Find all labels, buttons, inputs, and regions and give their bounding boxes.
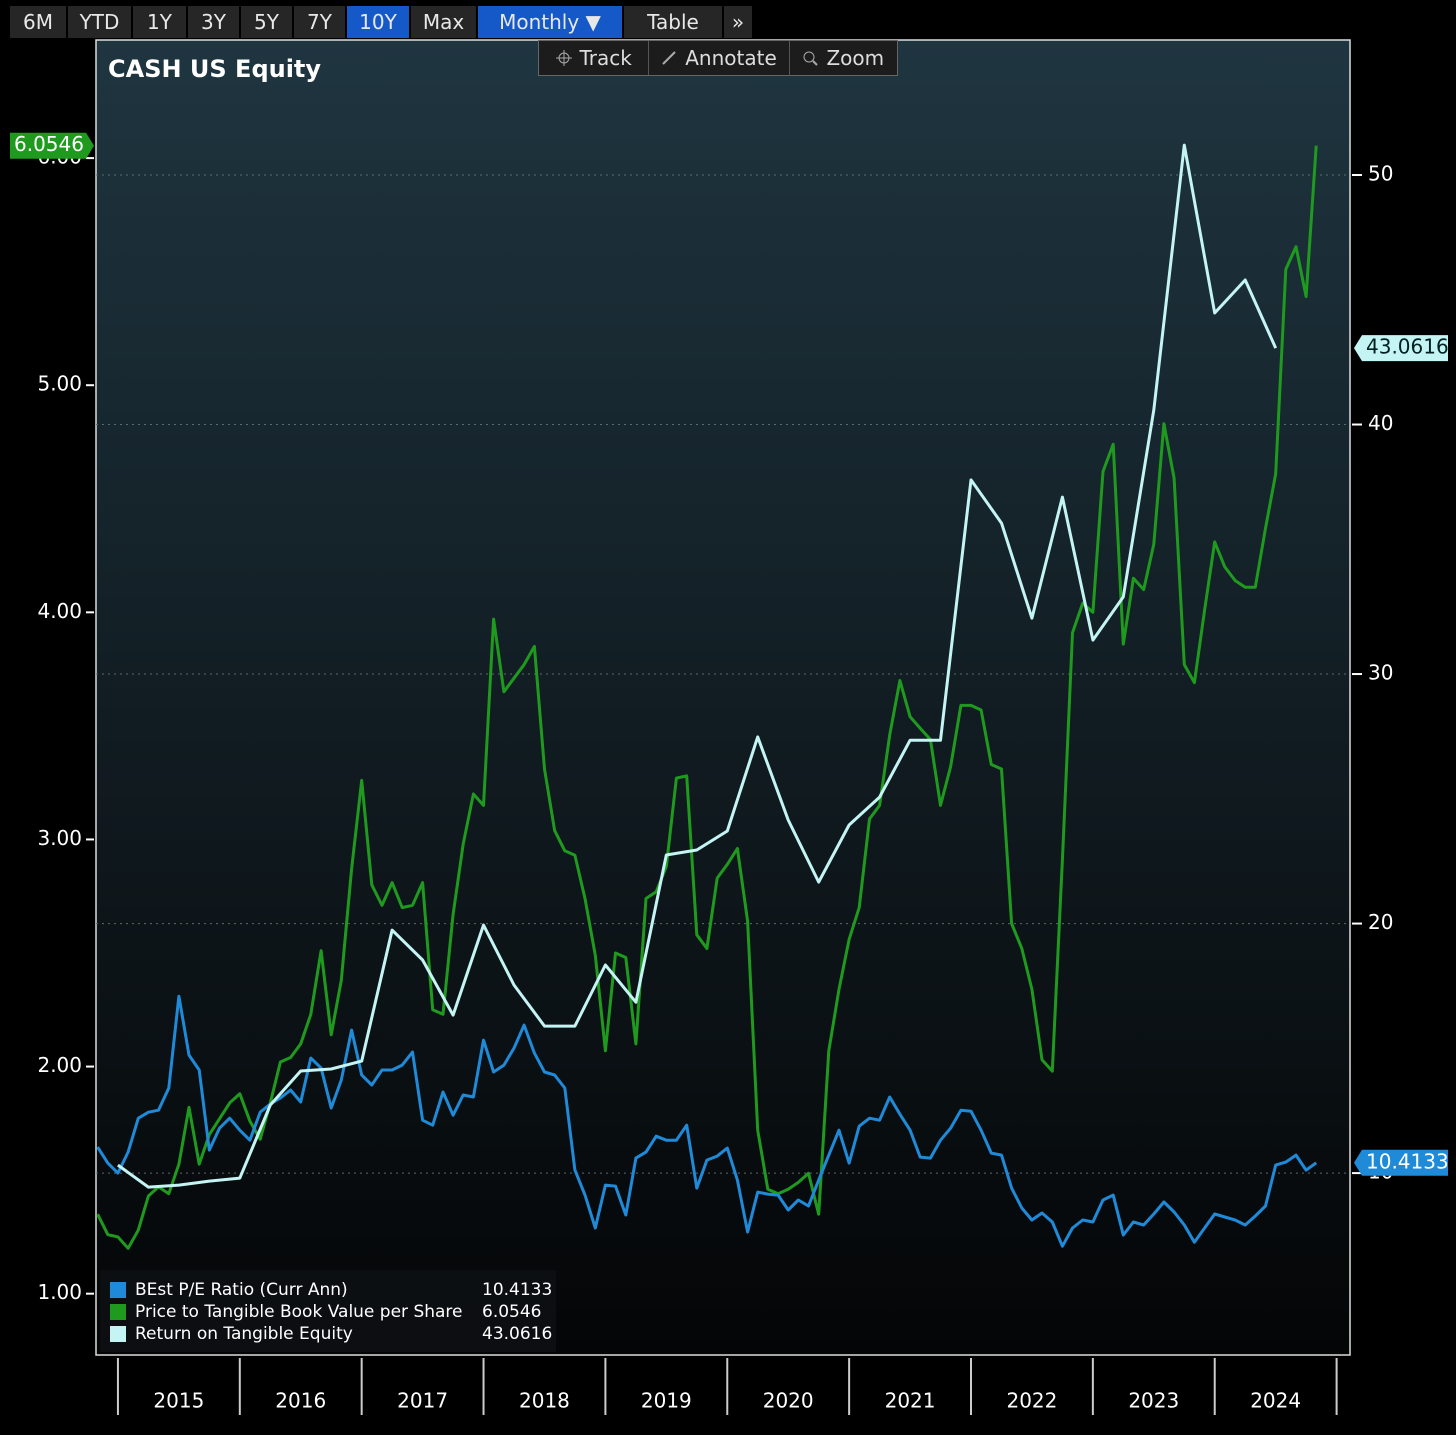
y-tick-label: 3.00 [37,826,82,850]
zoom-icon [803,51,819,66]
y-tick-label: 2.00 [37,1053,82,1077]
toolbar: 6M YTD 1Y 3Y 5Y 7Y 10Y Max Monthly ▼ Tab… [10,6,752,38]
range-button[interactable]: Max [411,6,476,38]
y2-tick-label: 30 [1368,661,1393,685]
range-button[interactable]: 7Y [294,6,345,38]
y2-tick-label: 50 [1368,161,1393,185]
chart-title: CASH US Equity [108,55,321,83]
annotate-tool[interactable]: Annotate [649,41,790,75]
range-button[interactable]: YTD [68,6,131,38]
legend-label: Return on Tangible Equity [135,1324,353,1344]
x-tick-label: 2023 [1128,1389,1179,1413]
value-tag-label: 43.0616 [1366,335,1449,359]
range-button[interactable]: 5Y [241,6,292,38]
x-tick-label: 2021 [885,1389,936,1413]
y-tick-label: 1.00 [37,1280,82,1304]
tool-label: Track [579,46,632,70]
plot-area [95,39,1351,1356]
legend-swatch [110,1304,126,1320]
value-tag [1354,335,1448,362]
series-line [96,145,1318,1250]
track-icon [555,50,572,66]
x-tick-label: 2020 [763,1389,814,1413]
y2-tick-label: 40 [1368,411,1393,435]
value-tag [1354,1149,1448,1176]
value-tag-label: 10.4133 [1366,1149,1449,1173]
x-tick-label: 2015 [153,1389,204,1413]
legend-swatch [110,1326,126,1342]
series-line [117,143,1278,1189]
chart-tools: Track Annotate Zoom [538,40,898,76]
value-tag-label: 6.0546 [14,132,84,156]
x-tick-label: 2022 [1006,1389,1057,1413]
value-tag [10,132,94,159]
y-tick-label: 5.00 [37,372,82,396]
more-button[interactable]: » [724,6,752,38]
legend-label: Price to Tangible Book Value per Share [135,1302,463,1322]
legend-value: 10.4133 [482,1280,552,1300]
y-tick-label: 4.00 [37,599,82,623]
legend-value: 6.0546 [482,1302,541,1322]
legend-label: BEst P/E Ratio (Curr Ann) [135,1280,348,1300]
legend-swatch [110,1282,126,1298]
track-tool[interactable]: Track [539,41,650,75]
table-button[interactable]: Table [624,6,722,38]
legend-value: 43.0616 [482,1324,552,1344]
frequency-dropdown[interactable]: Monthly ▼ [478,6,622,38]
y2-tick-label: 20 [1368,910,1393,934]
legend-box [100,1270,556,1352]
annotate-icon [662,51,676,65]
x-tick-label: 2016 [275,1389,326,1413]
range-button[interactable]: 3Y [188,6,239,38]
series-line [96,994,1318,1248]
x-tick-label: 2017 [397,1389,448,1413]
x-tick-label: 2024 [1250,1389,1301,1413]
x-tick-label: 2019 [641,1389,692,1413]
range-button[interactable]: 1Y [133,6,186,38]
x-tick-label: 2018 [519,1389,570,1413]
zoom-tool[interactable]: Zoom [790,41,897,75]
tool-label: Zoom [826,46,885,70]
range-button[interactable]: 10Y [347,6,409,38]
tool-label: Annotate [685,46,777,70]
range-button[interactable]: 6M [10,6,66,38]
